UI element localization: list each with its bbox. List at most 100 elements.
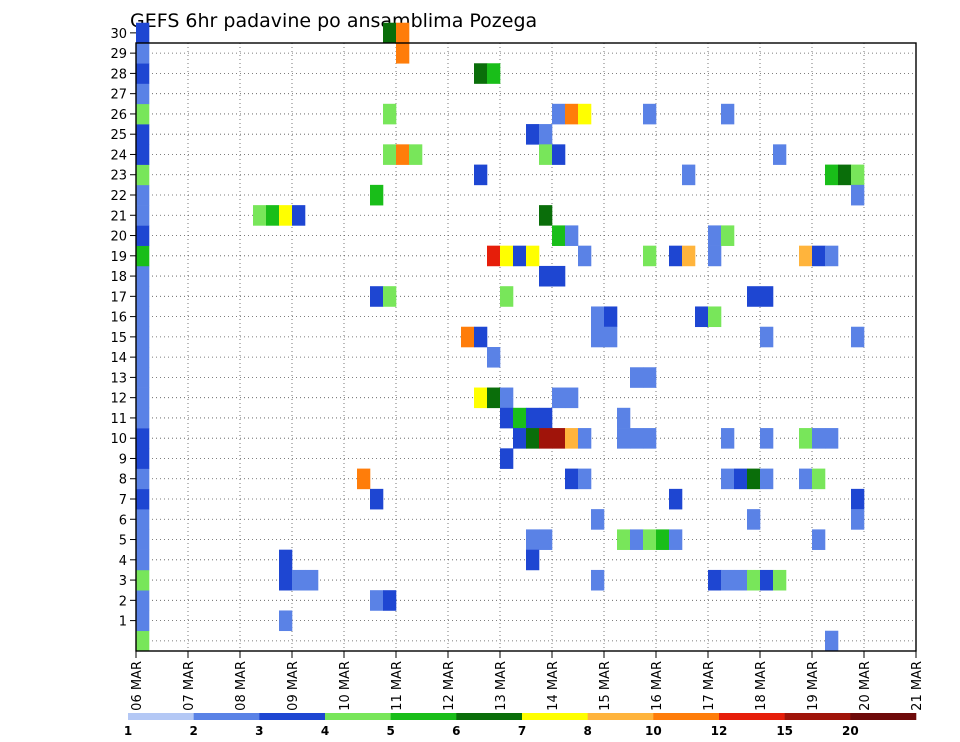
heatmap-cell xyxy=(747,569,761,591)
y-tick-label: 14 xyxy=(110,351,127,366)
heatmap-cell xyxy=(279,610,293,632)
x-tick-label: 14 MAR xyxy=(546,661,561,711)
heatmap-cell xyxy=(136,428,150,449)
colorbar-swatch xyxy=(325,713,391,720)
y-tick-label: 27 xyxy=(110,88,127,103)
heatmap-cell xyxy=(825,630,839,652)
heatmap-cell xyxy=(526,124,540,145)
heatmap-cell xyxy=(747,509,761,530)
heatmap-cell xyxy=(773,569,787,591)
y-tick-label: 7 xyxy=(119,493,127,508)
heatmap-cell xyxy=(630,428,644,449)
colorbar-swatch xyxy=(784,713,851,720)
heatmap-cell xyxy=(578,245,592,267)
heatmap-cell xyxy=(136,549,150,571)
heatmap-cell xyxy=(357,468,371,490)
heatmap-cell xyxy=(682,245,696,267)
heatmap-cell xyxy=(370,590,384,611)
colorbar-label: 15 xyxy=(776,724,793,738)
colorbar-label: 12 xyxy=(711,724,728,738)
heatmap-cell xyxy=(591,326,605,348)
heatmap-cell xyxy=(721,225,735,246)
heatmap-cell xyxy=(721,468,735,490)
colorbar-swatch xyxy=(128,713,194,720)
heatmap-cell xyxy=(487,347,501,368)
heatmap-cell xyxy=(526,529,540,550)
y-tick-label: 8 xyxy=(119,473,127,488)
x-tick-label: 13 MAR xyxy=(494,661,509,711)
y-tick-label: 11 xyxy=(110,412,127,427)
heatmap-cell xyxy=(656,529,670,550)
heatmap-cell xyxy=(136,144,150,165)
colorbar: 1 2 3 4 5 6 7 8 10 12 15 20 xyxy=(124,713,917,738)
y-tick-label: 16 xyxy=(110,311,127,326)
y-tick-label: 21 xyxy=(110,209,127,224)
heatmap-cell xyxy=(136,448,150,469)
heatmap-cell xyxy=(773,144,787,165)
heatmap-cell xyxy=(136,83,150,105)
heatmap-cell xyxy=(487,63,501,84)
plot-frame xyxy=(135,42,917,652)
heatmap-cell xyxy=(695,306,709,328)
y-tick-label: 30 xyxy=(110,27,127,42)
y-tick-label: 13 xyxy=(110,371,127,386)
colorbar-label: 5 xyxy=(386,724,394,738)
heatmap-cell xyxy=(851,164,865,186)
colorbar-swatch xyxy=(653,713,720,720)
heatmap-cell xyxy=(578,468,592,490)
heatmap-cell xyxy=(136,488,150,510)
colorbar-label: 3 xyxy=(255,724,263,738)
x-tick-label: 17 MAR xyxy=(702,661,717,711)
heatmap-cell xyxy=(500,286,514,307)
heatmap-cell xyxy=(552,428,566,449)
heatmap-cell xyxy=(760,326,774,348)
heatmap-cell xyxy=(461,326,475,348)
heatmap-cell xyxy=(136,367,150,388)
heatmap-cell xyxy=(253,205,267,226)
heatmap-cell xyxy=(760,286,774,307)
heatmap-cell xyxy=(474,63,488,84)
heatmap-cell xyxy=(136,306,150,328)
heatmap-cell xyxy=(851,488,865,510)
heatmap-cell xyxy=(526,428,540,449)
heatmap-cell xyxy=(539,428,553,449)
heatmap-cell xyxy=(136,407,150,429)
heatmap-cell xyxy=(500,407,514,429)
heatmap-cell xyxy=(669,245,683,267)
heatmap-cell xyxy=(812,245,826,267)
heatmap-cell xyxy=(591,306,605,328)
heatmap-cell xyxy=(136,610,150,632)
heatmap-cell xyxy=(136,326,150,348)
heatmap-cell xyxy=(383,590,397,611)
heatmap-cell xyxy=(565,225,579,246)
x-axis: 06 MAR 07 MAR 08 MAR 09 MAR 10 MAR 11 MAR 12 M… xyxy=(130,651,925,711)
heatmap-cell xyxy=(487,387,501,409)
heatmap-cell xyxy=(552,387,566,409)
heatmap-cell xyxy=(825,428,839,449)
heatmap-cell xyxy=(370,184,384,206)
heatmap-cell xyxy=(136,387,150,409)
heatmap-cell xyxy=(591,569,605,591)
y-tick-label: 2 xyxy=(119,594,127,609)
colorbar-swatch xyxy=(456,713,523,720)
x-tick-label: 08 MAR xyxy=(234,661,249,711)
colorbar-swatch xyxy=(193,713,260,720)
heatmap-cell xyxy=(708,225,722,246)
heatmap-cell xyxy=(136,225,150,246)
heatmap-cell xyxy=(617,428,631,449)
y-tick-label: 19 xyxy=(110,250,127,265)
heatmap-cell xyxy=(136,286,150,307)
heatmap-cell xyxy=(292,205,306,226)
heatmap-cell xyxy=(136,347,150,368)
heatmap-cell xyxy=(578,103,592,125)
heatmap-cell xyxy=(513,428,527,449)
heatmap-cell xyxy=(513,245,527,267)
heatmap-cell xyxy=(747,468,761,490)
y-tick-label: 1 xyxy=(119,615,127,630)
heatmap-cell xyxy=(383,103,397,125)
y-tick-label: 25 xyxy=(110,128,127,143)
heatmap-cell xyxy=(630,529,644,550)
heatmap-cell xyxy=(136,184,150,206)
heatmap-cell xyxy=(396,144,410,165)
